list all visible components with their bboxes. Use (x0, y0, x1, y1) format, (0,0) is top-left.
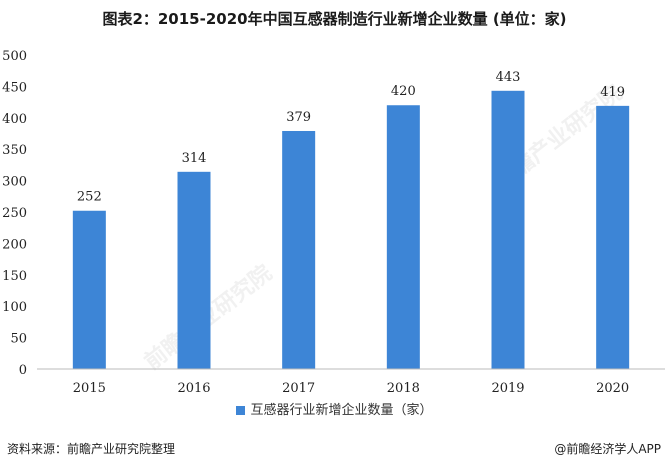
data-label-2019: 443 (496, 70, 521, 85)
x-axis: 2015 2016 2017 2018 2019 2020 (37, 368, 665, 396)
x-tick-label: 2020 (596, 381, 629, 396)
bar-2015 (72, 210, 106, 369)
legend-label: 互感器行业新增企业数量（家） (250, 403, 433, 418)
data-label-2020: 419 (600, 85, 625, 100)
data-label-2017: 379 (286, 110, 311, 125)
data-label-2015: 252 (77, 190, 102, 205)
bar-chart: 0 50 100 150 200 250 300 350 400 450 500 252 314 379… (2, 49, 665, 396)
chart-title: 图表2：2015-2020年中国互感器制造行业新增企业数量 (单位：家) (102, 10, 567, 28)
data-label-2016: 314 (182, 151, 207, 166)
bar-2017 (282, 130, 316, 369)
data-label-2018: 420 (391, 84, 416, 99)
x-tick-label: 2016 (177, 381, 210, 396)
bar-2018 (386, 105, 420, 370)
bar-2016 (177, 171, 211, 369)
legend: 互感器行业新增企业数量（家） (0, 399, 669, 418)
x-tick-label: 2018 (387, 381, 420, 396)
y-tick-label: 50 (10, 332, 27, 347)
x-tick-label: 2019 (491, 381, 524, 396)
y-tick-label: 0 (19, 363, 27, 378)
y-axis: 0 50 100 150 200 250 300 350 400 450 500 (2, 49, 27, 378)
data-labels: 252 314 379 420 443 419 (77, 70, 625, 205)
y-tick-label: 150 (2, 269, 27, 284)
x-tick-label: 2015 (73, 381, 106, 396)
legend-swatch (236, 406, 246, 415)
brand-credit: @前瞻经济学人APP (554, 442, 661, 456)
bars (72, 90, 630, 370)
y-tick-label: 200 (2, 237, 27, 252)
y-tick-label: 500 (2, 49, 27, 64)
source-note: 资料来源：前瞻产业研究院整理 (7, 442, 176, 456)
y-tick-label: 100 (2, 300, 27, 315)
y-tick-label: 350 (2, 143, 27, 158)
y-tick-label: 400 (2, 112, 27, 127)
y-tick-label: 250 (2, 206, 27, 221)
y-tick-label: 450 (2, 80, 27, 95)
bar-2019 (491, 90, 525, 370)
bar-2020 (596, 105, 630, 370)
y-tick-label: 300 (2, 175, 27, 190)
x-tick-label: 2017 (282, 381, 315, 396)
